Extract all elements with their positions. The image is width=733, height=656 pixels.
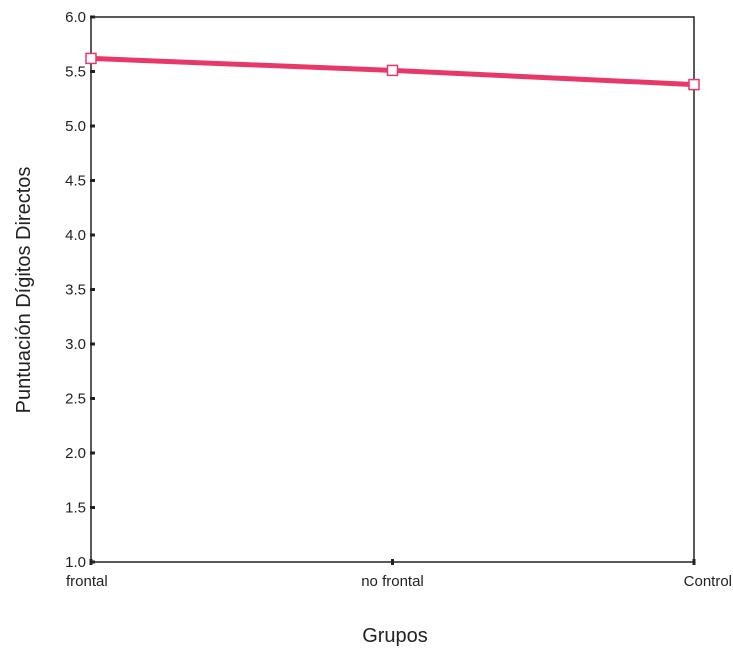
y-axis: 1.0 1.5 2.0 2.5 3.0 3.5 4.0 4.5 5.0 5.5 6.0 [65,9,95,571]
y-tick-label: 3.0 [65,336,86,353]
x-axis: frontal no frontal Control [66,559,732,590]
y-tick-label: 1.0 [65,554,86,571]
y-axis-title: Puntuación Dígitos Directos [13,167,35,414]
y-tick-label: 6.0 [65,9,86,26]
y-tick-label: 2.5 [65,391,86,408]
y-tick-label: 1.5 [65,500,86,517]
y-tick-label: 4.5 [65,173,86,190]
x-tick-label: no frontal [361,573,424,590]
data-point-marker [688,78,700,91]
plot-area-frame [90,16,695,563]
y-tick-label: 5.5 [65,64,86,81]
series-layer [85,52,700,91]
y-tick-label: 2.0 [65,445,86,462]
x-axis-title: Grupos [362,625,428,647]
data-point-marker [85,52,97,65]
y-tick-label: 5.0 [65,118,86,135]
x-tick-label: frontal [66,573,108,590]
x-tick-label: Control [684,573,732,590]
y-tick-label: 4.0 [65,227,86,244]
y-tick-label: 3.5 [65,282,86,299]
data-point-marker [386,64,399,77]
